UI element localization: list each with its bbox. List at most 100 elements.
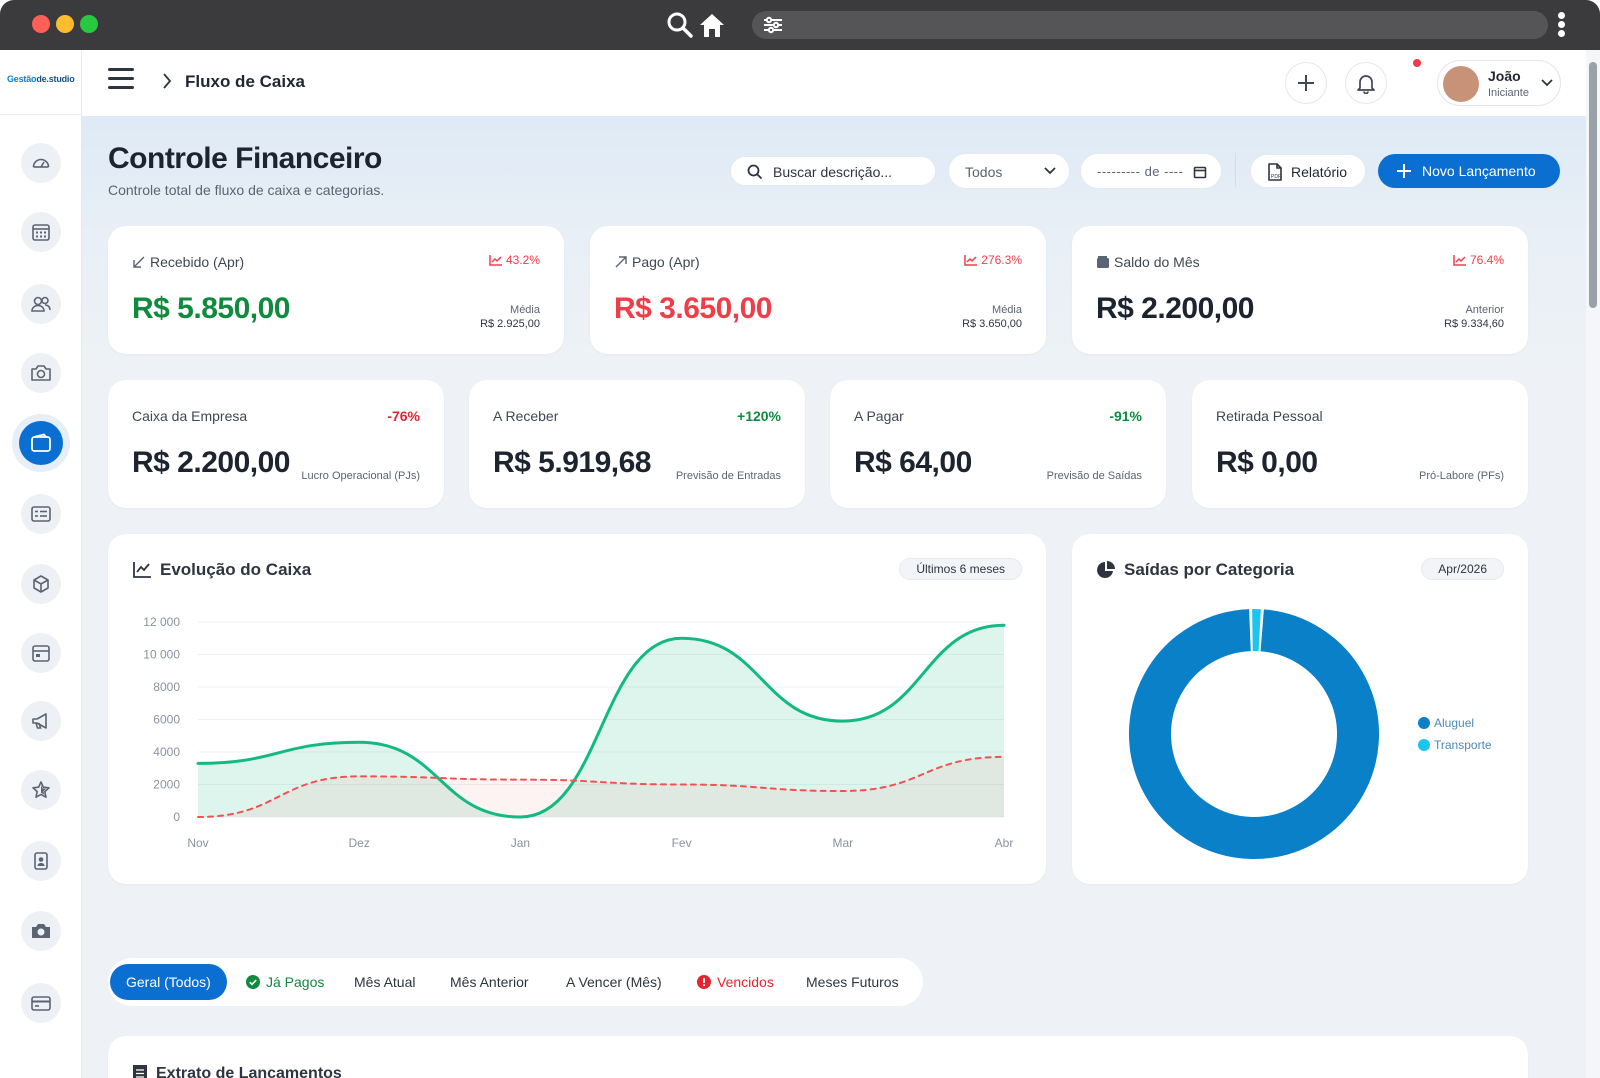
window-close-button[interactable] (32, 15, 50, 33)
pie-chart-icon (1097, 561, 1115, 578)
alert-circle-icon (697, 975, 711, 989)
search-placeholder: Buscar descrição... (773, 164, 893, 180)
sidebar-item-contracts[interactable] (21, 494, 61, 534)
sidebar-item-agenda[interactable] (21, 633, 61, 673)
metric-card-withdrawal: Retirada Pessoal R$ 0,00 Pró-Labore (PFs… (1192, 380, 1528, 508)
income-line (196, 623, 1006, 819)
tab-due-this-month[interactable]: A Vencer (Mês) (566, 974, 662, 990)
trend-up-icon (964, 255, 978, 266)
sidebar-item-gallery[interactable] (21, 911, 61, 951)
megaphone-icon (32, 713, 47, 729)
tab-all[interactable]: Geral (Todos) (110, 964, 227, 1000)
legend-item-transporte[interactable]: Transporte (1418, 738, 1492, 752)
credit-card-icon (31, 996, 51, 1011)
kpi-side-label: Média (992, 304, 1022, 316)
kpi-value: R$ 3.650,00 (614, 292, 772, 325)
metric-card-company-cash: Caixa da Empresa -76% R$ 2.200,00 Lucro … (108, 380, 444, 508)
new-entry-button[interactable]: Novo Lançamento (1378, 154, 1560, 188)
sidebar-item-profile[interactable] (21, 841, 61, 881)
tab-paid[interactable]: Já Pagos (246, 964, 324, 1000)
x-tick-label: Fev (672, 836, 692, 850)
menu-toggle-icon[interactable] (108, 68, 134, 92)
window-minimize-button[interactable] (56, 15, 74, 33)
browser-menu-icon[interactable] (1558, 12, 1566, 38)
metric-value: R$ 5.919,68 (493, 446, 651, 479)
app-logo[interactable]: Gestãode.studio (7, 74, 75, 84)
notifications-button[interactable] (1345, 62, 1387, 104)
plus-icon (1397, 164, 1411, 178)
status-filter-select[interactable]: Todos (948, 153, 1070, 189)
user-menu[interactable]: João Iniciante (1437, 60, 1561, 106)
arrow-down-left-icon (133, 256, 145, 268)
metric-note: Previsão de Saídas (1046, 470, 1142, 482)
arrow-up-right-icon (615, 256, 627, 268)
sidebar-item-marketing[interactable] (21, 701, 61, 741)
y-tick-label: 0 (173, 810, 180, 824)
metric-label: Retirada Pessoal (1216, 408, 1323, 424)
kpi-card-received: Recebido (Apr) 43.2% R$ 5.850,00 Média R… (108, 226, 564, 354)
sidebar-item-clients[interactable] (21, 284, 61, 324)
chart-title: Saídas por Categoria (1124, 560, 1295, 579)
browser-home-icon[interactable] (698, 11, 726, 39)
breadcrumb: Fluxo de Caixa (185, 72, 305, 91)
metric-note: Lucro Operacional (PJs) (301, 470, 420, 482)
period-badge[interactable]: Apr/2026 (1421, 558, 1504, 580)
window-maximize-button[interactable] (80, 15, 98, 33)
wallet-icon (31, 433, 51, 452)
topbar: Fluxo de Caixa João Iniciante (82, 50, 1600, 116)
line-chart-icon (133, 562, 151, 578)
x-tick-label: Mar (832, 836, 853, 850)
kpi-side-value: R$ 9.334,60 (1444, 318, 1504, 330)
sidebar-item-reviews[interactable] (21, 770, 61, 810)
sidebar-item-products[interactable] (21, 564, 61, 604)
tab-overdue[interactable]: Vencidos (697, 964, 774, 1000)
metric-percent: -91% (1109, 408, 1142, 424)
x-tick-label: Jan (511, 836, 530, 850)
legend-item-aluguel[interactable]: Aluguel (1418, 716, 1474, 730)
metric-note: Pró-Labore (PFs) (1419, 470, 1504, 482)
donut-slice-aluguel[interactable] (1129, 609, 1379, 859)
expense-line (197, 755, 1005, 818)
report-button[interactable]: PDF Relatório (1250, 154, 1366, 188)
x-tick-label: Abr (995, 836, 1014, 850)
tab-current-month[interactable]: Mês Atual (354, 974, 416, 990)
period-badge[interactable]: Últimos 6 meses (899, 558, 1022, 580)
scrollbar-thumb[interactable] (1589, 62, 1597, 308)
user-name: João (1488, 68, 1521, 84)
sidebar: Gestãode.studio (0, 50, 82, 1078)
cash-evolution-chart: 0 2000 4000 6000 8000 10 000 12 000 Nov Dez Jan Fe… (143, 615, 1014, 850)
search-input[interactable]: Buscar descrição... (730, 156, 936, 186)
gauge-icon (32, 158, 50, 168)
page-scrollbar[interactable] (1586, 50, 1600, 1078)
chevron-down-icon (1044, 167, 1056, 175)
sidebar-item-cashflow[interactable] (12, 414, 70, 472)
address-bar[interactable] (752, 11, 1548, 39)
pdf-file-icon: PDF (1268, 163, 1282, 181)
y-tick-label: 2000 (153, 778, 180, 792)
sidebar-item-dashboard[interactable] (21, 143, 61, 183)
kpi-card-balance: Saldo do Mês 76.4% R$ 2.200,00 Anterior … (1072, 226, 1528, 354)
tab-future-months[interactable]: Meses Futuros (806, 974, 899, 990)
y-tick-label: 6000 (153, 713, 180, 727)
month-picker[interactable]: --------- de ---- (1080, 153, 1222, 189)
browser-chrome (0, 0, 1600, 50)
sidebar-item-calendar[interactable] (21, 212, 61, 252)
page-title: Controle Financeiro (108, 142, 382, 175)
browser-search-icon[interactable] (666, 11, 694, 39)
tab-previous-month[interactable]: Mês Anterior (450, 974, 529, 990)
page-subtitle: Controle total de fluxo de caixa e categ… (108, 182, 385, 198)
y-tick-label: 10 000 (143, 648, 180, 662)
sidebar-item-photos[interactable] (21, 353, 61, 393)
metric-value: R$ 0,00 (1216, 446, 1318, 479)
quick-add-button[interactable] (1285, 62, 1327, 104)
metric-label: A Pagar (854, 408, 904, 424)
statement-card: Extrato de Lançamentos (108, 1036, 1528, 1078)
calendar-icon (32, 645, 50, 662)
category-expenses-card: Saídas por Categoria Apr/2026 Aluguel Tr… (1072, 534, 1528, 884)
app: Gestãode.studio (0, 50, 1600, 1078)
kpi-card-paid: Pago (Apr) 276.3% R$ 3.650,00 Média R$ 3… (590, 226, 1046, 354)
sidebar-item-payments[interactable] (21, 983, 61, 1023)
main-content: Controle Financeiro Controle total de fl… (82, 116, 1586, 1078)
kpi-side-value: R$ 2.925,00 (480, 318, 540, 330)
statement-filter-tabs: Geral (Todos) Já Pagos Mês Atual Mês Ant… (108, 958, 923, 1006)
